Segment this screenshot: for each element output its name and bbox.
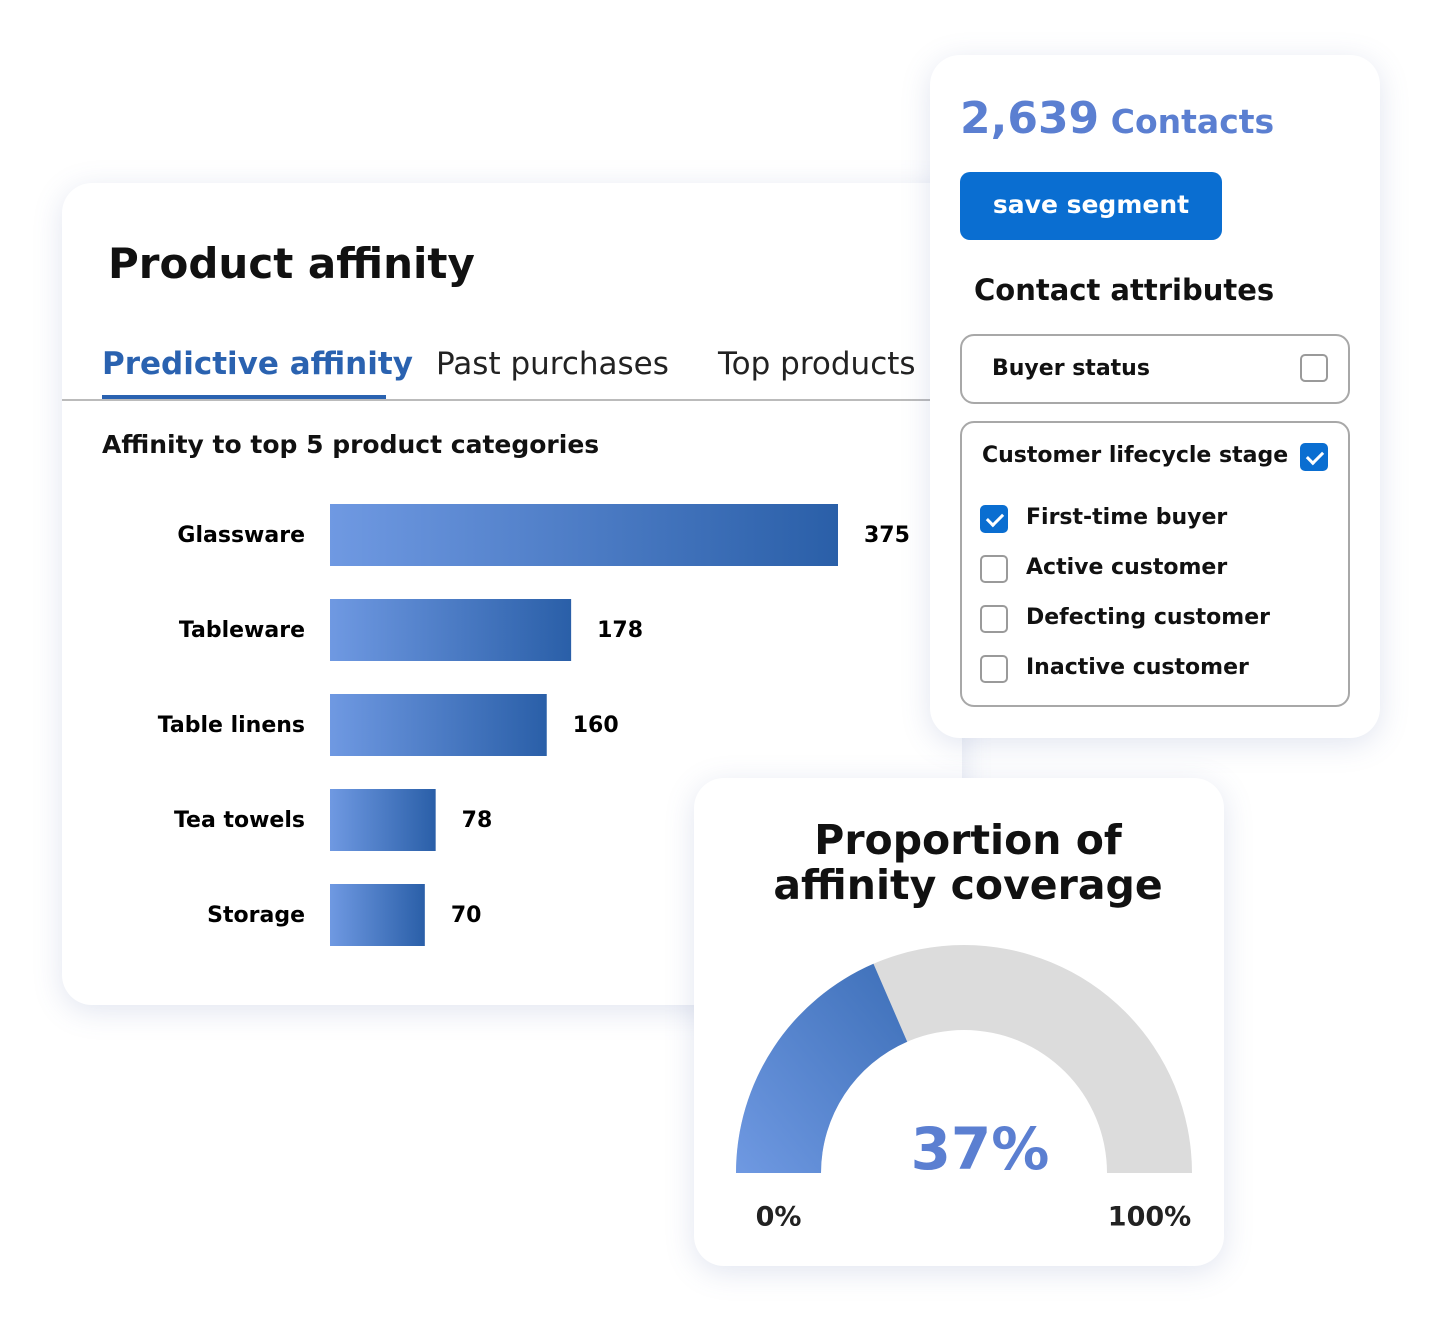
card-title: Product affinity bbox=[108, 239, 475, 288]
tab-divider bbox=[62, 399, 930, 401]
gauge-tick-label: 0% bbox=[756, 1202, 802, 1233]
contacts-header: 2,639 Contacts bbox=[960, 93, 1274, 144]
checkbox[interactable] bbox=[980, 655, 1008, 683]
tab-underline bbox=[102, 395, 386, 401]
tab[interactable]: Top products bbox=[718, 346, 916, 382]
category-label: Glassware bbox=[177, 523, 305, 548]
filter-box: Buyer status bbox=[960, 334, 1350, 404]
category-label: Storage bbox=[207, 903, 305, 928]
bar bbox=[330, 789, 436, 851]
contacts-label: Contacts bbox=[1110, 102, 1275, 141]
value-label: 375 bbox=[864, 523, 910, 548]
category-label: Table linens bbox=[158, 713, 305, 738]
filter-label: Buyer status bbox=[992, 356, 1150, 381]
gauge-value bbox=[736, 963, 908, 1173]
checkbox[interactable] bbox=[1300, 443, 1328, 471]
value-label: 178 bbox=[597, 618, 643, 643]
filter-box: Customer lifecycle stage First-time buyer… bbox=[960, 421, 1350, 707]
gauge-tick-label: 100% bbox=[1108, 1202, 1191, 1233]
value-label: 160 bbox=[573, 713, 619, 738]
option-label: Defecting customer bbox=[1026, 605, 1270, 630]
checkbox[interactable] bbox=[980, 555, 1008, 583]
contacts-card: 2,639 Contacts save segment Contact attr… bbox=[930, 55, 1380, 738]
tab[interactable]: Predictive affinity bbox=[102, 346, 413, 382]
value-label: 70 bbox=[451, 903, 482, 928]
filter-label: Customer lifecycle stage bbox=[982, 443, 1289, 468]
bar bbox=[330, 884, 425, 946]
gauge-title: Proportion of affinity coverage bbox=[773, 816, 1163, 909]
option-label: Active customer bbox=[1026, 555, 1228, 580]
bar bbox=[330, 694, 547, 756]
checkbox[interactable] bbox=[980, 505, 1008, 533]
attributes-title: Contact attributes bbox=[974, 273, 1275, 307]
option-label: Inactive customer bbox=[1026, 655, 1249, 680]
bar bbox=[330, 599, 572, 661]
checkbox[interactable] bbox=[1300, 354, 1328, 382]
value-label: 78 bbox=[462, 808, 493, 833]
gauge-chart: 37% 0% 100% bbox=[736, 945, 1192, 1233]
chart-title: Affinity to top 5 product categories bbox=[102, 430, 600, 459]
affinity-card: Product affinity Predictive affinity Past… bbox=[62, 183, 962, 1005]
option-label: First-time buyer bbox=[1026, 505, 1228, 530]
category-label: Tea towels bbox=[174, 808, 305, 833]
coverage-card: Proportion of affinity coverage 37% 0% 100… bbox=[694, 778, 1224, 1266]
bar-chart: Glassware 375 Tableware 178 Table linens 160 T… bbox=[158, 504, 910, 946]
category-label: Tableware bbox=[179, 618, 305, 643]
contacts-count: 2,639 bbox=[960, 93, 1100, 144]
checkbox[interactable] bbox=[980, 605, 1008, 633]
gauge-value-label: 37% bbox=[911, 1115, 1050, 1183]
save-segment-button[interactable]: save segment bbox=[960, 172, 1222, 240]
tab[interactable]: Past purchases bbox=[436, 346, 669, 382]
bar bbox=[330, 504, 838, 566]
